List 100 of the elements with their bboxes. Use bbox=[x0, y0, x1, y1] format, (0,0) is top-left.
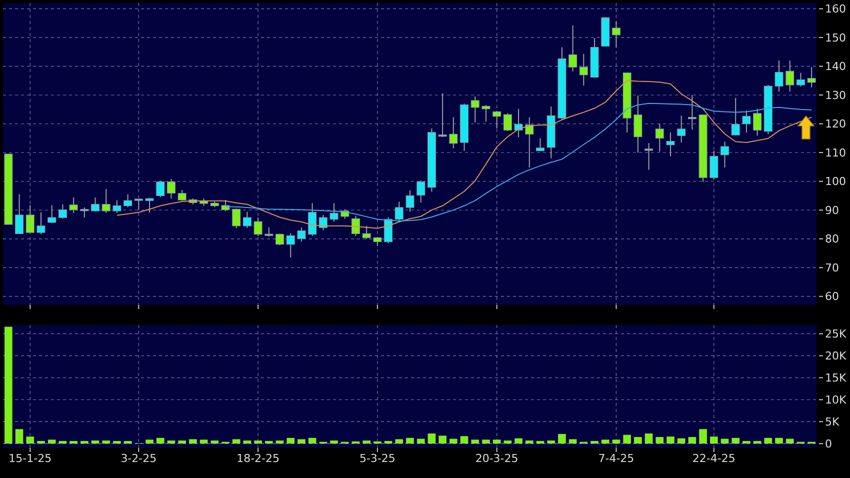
bar bbox=[525, 440, 534, 444]
bar bbox=[416, 438, 425, 444]
bar bbox=[601, 440, 610, 444]
y-tick-label: 70 bbox=[825, 261, 839, 274]
y-tick-label: 5K bbox=[825, 415, 840, 428]
bar bbox=[286, 438, 295, 444]
candlestick bbox=[449, 116, 458, 149]
bar bbox=[536, 440, 544, 444]
y-tick-label: 160 bbox=[825, 2, 846, 16]
bar bbox=[156, 438, 164, 444]
bar bbox=[37, 440, 45, 444]
candlestick bbox=[384, 216, 392, 244]
y-tick-label: 100 bbox=[825, 175, 846, 188]
candlestick bbox=[318, 214, 328, 231]
candlestick bbox=[167, 178, 176, 200]
bar bbox=[699, 429, 707, 444]
bar bbox=[590, 440, 598, 444]
bar bbox=[91, 440, 100, 444]
candlestick bbox=[232, 208, 241, 229]
bar bbox=[276, 440, 284, 444]
candlestick bbox=[80, 206, 89, 218]
bar bbox=[210, 440, 219, 444]
candlestick bbox=[352, 215, 360, 236]
y-tick-label: 20K bbox=[825, 350, 847, 363]
bar bbox=[764, 438, 772, 444]
candlestick bbox=[308, 202, 317, 236]
bar bbox=[395, 439, 404, 444]
candlestick bbox=[254, 217, 262, 236]
x-tick-label: 18-2-25 bbox=[236, 452, 280, 465]
bar bbox=[4, 326, 12, 444]
candlestick bbox=[297, 226, 306, 242]
bar bbox=[460, 436, 468, 444]
x-tick-label: 7-4-25 bbox=[598, 452, 634, 465]
bar bbox=[308, 438, 316, 444]
bar bbox=[656, 437, 664, 444]
bar bbox=[374, 441, 382, 444]
candlestick bbox=[525, 116, 534, 168]
bar bbox=[26, 436, 34, 444]
y-tick-label: 0 bbox=[825, 437, 832, 450]
candlestick bbox=[58, 204, 67, 220]
bar bbox=[710, 436, 718, 444]
bar bbox=[15, 429, 24, 444]
bar bbox=[634, 437, 642, 444]
bar bbox=[406, 438, 414, 444]
candlestick bbox=[688, 94, 696, 130]
candlestick bbox=[470, 96, 480, 123]
bar bbox=[48, 440, 56, 444]
x-tick-label: 22-4-25 bbox=[692, 452, 736, 465]
y-tick-label: 60 bbox=[825, 290, 839, 304]
candlestick bbox=[514, 108, 523, 138]
bar bbox=[178, 440, 186, 444]
bar bbox=[688, 437, 696, 444]
bar bbox=[568, 439, 577, 444]
y-tick-label: 90 bbox=[825, 204, 839, 217]
candlestick bbox=[742, 110, 751, 133]
y-tick-label: 80 bbox=[825, 232, 839, 246]
bar bbox=[70, 440, 78, 444]
y-tick-label: 25K bbox=[825, 328, 847, 341]
candlestick bbox=[579, 53, 588, 86]
y-tick-label: 130 bbox=[825, 88, 846, 102]
candlestick bbox=[145, 198, 154, 213]
candlestick bbox=[644, 142, 653, 170]
bar bbox=[504, 440, 512, 444]
bar bbox=[644, 434, 653, 444]
candlestick bbox=[807, 66, 816, 88]
x-tick-label: 15-1-25 bbox=[8, 452, 52, 465]
bar bbox=[243, 440, 252, 444]
bar bbox=[146, 440, 154, 444]
candlestick bbox=[666, 132, 675, 157]
candlestick bbox=[330, 202, 338, 222]
y-tick-label: 10K bbox=[825, 394, 847, 407]
candlestick bbox=[264, 226, 274, 238]
candlestick bbox=[394, 201, 404, 222]
candlestick bbox=[655, 123, 664, 152]
bar bbox=[666, 436, 674, 444]
bar bbox=[113, 440, 121, 444]
bar bbox=[450, 438, 458, 444]
bar bbox=[558, 434, 566, 444]
candlestick bbox=[710, 150, 718, 180]
bar bbox=[482, 440, 490, 444]
bar bbox=[200, 440, 208, 444]
bar bbox=[786, 438, 794, 444]
candlestick bbox=[156, 180, 165, 198]
bar bbox=[753, 440, 762, 444]
candlestick bbox=[48, 204, 56, 224]
bar bbox=[775, 438, 783, 444]
bar bbox=[438, 436, 446, 444]
y-tick-label: 150 bbox=[825, 31, 846, 44]
candlestick bbox=[36, 212, 46, 235]
y-tick-label: 140 bbox=[825, 60, 846, 74]
candlestick bbox=[731, 97, 740, 136]
bar bbox=[362, 440, 370, 444]
bar bbox=[232, 439, 240, 444]
candlestick bbox=[134, 198, 143, 211]
bar bbox=[80, 440, 88, 444]
bar bbox=[384, 440, 392, 444]
candlestick bbox=[112, 200, 122, 214]
bar bbox=[547, 440, 555, 444]
candlestick bbox=[276, 233, 284, 246]
bar bbox=[677, 438, 686, 444]
